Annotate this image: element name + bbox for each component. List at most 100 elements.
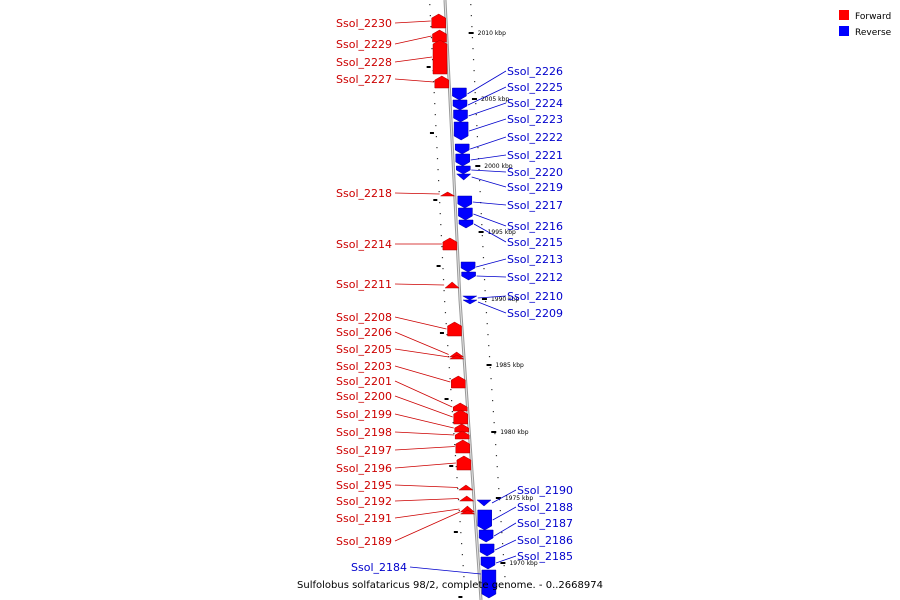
forward-gene-feature <box>455 439 471 454</box>
forward-gene-label: Ssol_2192 <box>336 495 392 508</box>
reverse-gene-leader <box>470 136 507 150</box>
minor-tick-mark <box>429 132 434 134</box>
genome-caption: Sulfolobus solfataricus 98/2, complete g… <box>297 580 603 591</box>
reverse-gene-leader <box>476 275 507 278</box>
reverse-gene-label: Ssol_2215 <box>507 236 563 249</box>
forward-gene-label: Ssol_2200 <box>336 390 392 403</box>
forward-gene-feature <box>448 354 465 360</box>
forward-gene-feature <box>454 430 470 440</box>
reverse-gene-feature <box>476 499 492 507</box>
minor-tick-mark <box>453 531 458 533</box>
forward-gene-label: Ssol_2211 <box>336 278 392 291</box>
tick-label: 1985 kbp <box>496 362 524 369</box>
forward-gene-leader <box>394 56 433 63</box>
tick-label: 1970 kbp <box>509 560 537 567</box>
reverse-gene-label: Ssol_2217 <box>507 199 563 212</box>
reverse-gene-leader <box>493 522 517 537</box>
forward-gene-leader <box>394 431 455 436</box>
forward-gene-leader <box>394 484 458 488</box>
forward-gene-label: Ssol_2229 <box>336 38 392 51</box>
forward-gene-leader <box>394 283 445 286</box>
reverse-gene-feature <box>455 153 470 167</box>
forward-gene-label: Ssol_2206 <box>336 326 392 339</box>
forward-gene-leader <box>394 462 456 469</box>
forward-gene-feature <box>454 423 469 433</box>
minor-tick-mark <box>458 596 463 598</box>
reverse-gene-feature <box>462 299 478 305</box>
reverse-gene-label: Ssol_2188 <box>517 501 573 514</box>
reverse-gene-leader <box>467 86 507 106</box>
forward-gene-feature <box>442 237 458 251</box>
forward-gene-feature <box>452 402 468 412</box>
forward-gene-feature <box>451 375 466 389</box>
forward-gene-feature <box>456 455 472 471</box>
forward-gene-label: Ssol_2203 <box>336 360 392 373</box>
legend-forward-swatch <box>839 10 849 20</box>
reverse-gene-feature <box>477 509 492 531</box>
reverse-gene-label: Ssol_2222 <box>507 131 563 144</box>
forward-gene-leader <box>394 508 460 519</box>
reverse-gene-leader <box>477 301 507 314</box>
tick-mark <box>500 562 506 564</box>
forward-gene-leader <box>394 78 434 83</box>
tick-mark <box>491 431 497 433</box>
reverse-gene-feature <box>456 165 471 175</box>
reverse-gene-leader <box>467 70 507 95</box>
reverse-gene-leader <box>473 213 507 227</box>
gene-labels: Ssol_2230 Ssol_2229 Ssol_2228 Ssol_2227 Ssol… <box>336 17 573 575</box>
reverse-gene-feature <box>453 109 468 123</box>
reverse-gene-feature <box>460 261 476 273</box>
legend-forward-label: Forward <box>855 12 891 22</box>
forward-gene-feature <box>458 495 475 502</box>
reverse-gene-feature <box>457 195 473 209</box>
forward-gene-feature <box>431 13 446 29</box>
tick-mark <box>481 298 487 300</box>
forward-gene-leader <box>394 511 460 542</box>
forward-gene-feature <box>453 409 468 425</box>
minor-tick-mark <box>436 265 441 267</box>
forward-gene-label: Ssol_2201 <box>336 375 392 388</box>
reverse-gene-label: Ssol_2223 <box>507 113 563 126</box>
minor-tick-mark <box>433 199 438 201</box>
reverse-gene-label: Ssol_2216 <box>507 220 563 233</box>
reverse-gene-feature <box>480 556 496 570</box>
reverse-gene-feature <box>458 207 473 221</box>
reverse-gene-label: Ssol_2221 <box>507 149 563 162</box>
reverse-gene-feature <box>454 143 470 155</box>
reverse-gene-leader <box>473 223 507 243</box>
forward-gene-leader <box>394 395 453 418</box>
forward-gene-leader <box>394 365 451 383</box>
forward-gene-feature <box>459 509 476 515</box>
forward-gene-label: Ssol_2205 <box>336 343 392 356</box>
reverse-gene-leader <box>495 555 517 564</box>
tick-label: 1990 kbp <box>491 296 519 303</box>
forward-gene-label: Ssol_2189 <box>336 535 392 548</box>
forward-gene-feature <box>434 75 450 89</box>
reverse-gene-label: Ssol_2190 <box>517 484 573 497</box>
reverse-gene-label: Ssol_2185 <box>517 550 573 563</box>
forward-gene-label: Ssol_2227 <box>336 73 392 86</box>
reverse-gene-leader <box>477 295 507 299</box>
tick-mark <box>468 32 474 34</box>
reverse-gene-feature <box>461 271 476 281</box>
reverse-gene-leader <box>472 201 507 206</box>
minor-tick-mark <box>426 66 431 68</box>
reverse-gene-feature <box>453 121 469 141</box>
reverse-gene-leader <box>475 258 507 268</box>
reverse-gene-label: Ssol_2213 <box>507 253 563 266</box>
reverse-gene-leader <box>468 118 507 132</box>
reverse-gene-leader <box>494 539 517 551</box>
forward-gene-leader <box>394 348 449 358</box>
forward-gene-label: Ssol_2199 <box>336 408 392 421</box>
forward-gene-label: Ssol_2196 <box>336 462 392 475</box>
reverse-gene-feature <box>478 529 494 543</box>
reverse-gene-leader <box>492 506 517 521</box>
forward-gene-feature <box>432 29 447 43</box>
reverse-gene-label: Ssol_2225 <box>507 81 563 94</box>
tick-label: 2005 kbp <box>481 96 509 103</box>
tick-label: 2000 kbp <box>484 163 512 170</box>
forward-gene-label: Ssol_2197 <box>336 444 392 457</box>
forward-gene-leader <box>394 316 447 330</box>
forward-gene-leader <box>394 446 455 451</box>
